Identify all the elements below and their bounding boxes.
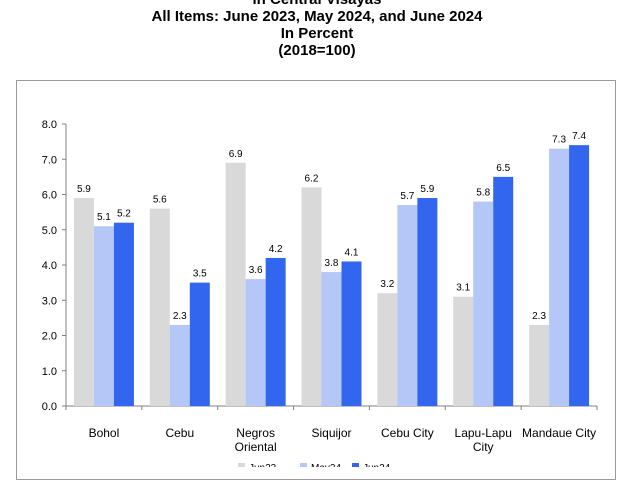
bar [473, 201, 494, 406]
category-label: Bohol [89, 426, 120, 440]
y-tick-label: 7.0 [42, 154, 57, 166]
legend-label: May24 [311, 463, 341, 467]
bar [549, 148, 570, 407]
data-label: 3.6 [249, 265, 263, 276]
data-label: 2.3 [532, 311, 546, 322]
bar [569, 145, 590, 406]
y-tick-label: 5.0 [42, 225, 57, 237]
category-label: City [473, 440, 494, 454]
bar [113, 222, 134, 406]
category-label: Siquijor [311, 426, 351, 440]
bar [301, 187, 322, 406]
data-label: 5.6 [153, 195, 167, 206]
legend-label: Jun24 [363, 463, 391, 467]
data-label: 7.3 [552, 135, 566, 146]
data-label: 3.5 [193, 269, 207, 280]
bar [453, 296, 474, 406]
data-label: 3.1 [456, 283, 470, 294]
data-label: 6.2 [305, 173, 319, 184]
bar [225, 162, 246, 406]
data-label: 5.1 [97, 212, 111, 223]
category-label: Cebu [165, 426, 194, 440]
data-label: 7.4 [572, 131, 586, 142]
y-tick-label: 0.0 [42, 401, 57, 413]
data-label: 5.9 [77, 184, 91, 195]
data-label: 5.2 [117, 209, 131, 220]
category-label: Negros [236, 426, 275, 440]
bar [397, 205, 418, 406]
bar [169, 324, 190, 406]
y-tick-label: 1.0 [42, 366, 57, 378]
title-line-2: All Items: June 2023, May 2024, and June… [151, 8, 483, 25]
bar [265, 257, 286, 406]
bar [493, 176, 514, 406]
legend-swatch [238, 463, 245, 467]
legend-swatch [352, 463, 359, 467]
data-label: 6.5 [496, 163, 510, 174]
data-label: 3.2 [380, 279, 394, 290]
y-tick-label: 8.0 [42, 119, 57, 131]
y-tick-label: 6.0 [42, 190, 57, 202]
y-tick-label: 2.0 [42, 331, 57, 343]
legend-label: Jun23 [249, 463, 277, 467]
category-label: Cebu City [381, 426, 434, 440]
legend-swatch [300, 463, 307, 467]
category-label: Mandaue City [522, 426, 596, 440]
data-label: 4.2 [269, 244, 283, 255]
bar [93, 226, 114, 406]
bar-chart: 0.0 1.0 2.0 3.0 4.0 5.0 6.0 7.0 8.0 5.9 5.1 5.2 Boho… [42, 119, 598, 467]
y-tick-label: 4.0 [42, 260, 57, 272]
data-label: 4.1 [345, 247, 359, 258]
data-label: 5.8 [476, 188, 490, 199]
title-line-3: In Percent [280, 25, 354, 42]
bar [245, 279, 266, 406]
y-tick-label: 3.0 [42, 295, 57, 307]
category-label: Lapu-Lapu [455, 426, 512, 440]
bar [73, 198, 94, 406]
chart-title: in Central Visayas All Items: June 2023,… [0, 0, 634, 59]
data-label: 3.8 [325, 258, 339, 269]
bar [341, 261, 362, 406]
bar [529, 324, 550, 406]
data-label: 6.9 [229, 149, 243, 160]
bar [149, 208, 170, 406]
data-label: 5.7 [400, 191, 414, 202]
category-label: Oriental [235, 440, 277, 454]
bar [321, 272, 342, 406]
data-label: 2.3 [173, 311, 187, 322]
data-label: 5.9 [420, 184, 434, 195]
title-line-1: in Central Visayas [0, 0, 634, 8]
bar [417, 198, 438, 406]
bar [189, 282, 210, 406]
bar [377, 293, 398, 406]
title-line-4: (2018=100) [278, 42, 356, 59]
